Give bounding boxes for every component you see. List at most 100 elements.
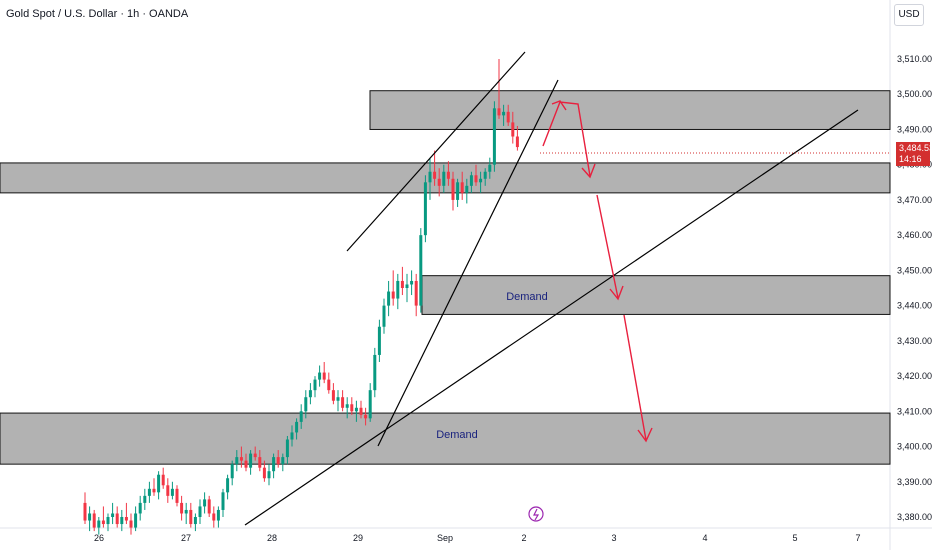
candle-body [101, 520, 105, 525]
x-tick-label: 7 [855, 533, 860, 543]
candle-body [147, 488, 151, 496]
candle-body [433, 171, 437, 179]
candle-body [166, 485, 170, 496]
projection-path [596, 194, 619, 299]
candle-body [189, 509, 193, 525]
y-tick-label: 3,490.000 [897, 124, 932, 134]
y-tick-label: 3,380.000 [897, 512, 932, 522]
x-tick-label: Sep [437, 533, 453, 543]
zone-label-demand: Demand [436, 429, 478, 441]
candle-body [198, 506, 202, 517]
candle-body [226, 478, 230, 493]
candle-body [474, 175, 478, 183]
candle-body [299, 411, 303, 422]
zone-rect [0, 412, 891, 465]
candle-body [488, 164, 492, 172]
candle-body [502, 111, 506, 116]
x-tick-label: 3 [611, 533, 616, 543]
candle-body [387, 291, 391, 306]
candle-body [88, 513, 92, 521]
candle-body [235, 457, 239, 465]
currency-button[interactable]: USD [894, 4, 924, 26]
candle-body [157, 474, 161, 493]
candle-body [345, 404, 349, 408]
candle-body [377, 326, 381, 355]
x-tick-label: 4 [702, 533, 707, 543]
candle-body [244, 460, 248, 468]
candle-body [124, 517, 128, 521]
candle-body [152, 488, 156, 493]
candle-body [414, 280, 418, 306]
candle-body [492, 108, 496, 165]
candle-body [285, 439, 289, 458]
arrowhead [637, 427, 653, 443]
candle-body [327, 379, 331, 391]
candle-body [368, 390, 372, 419]
candle-body [221, 492, 225, 510]
candle-body [304, 397, 308, 412]
candle-body [322, 372, 326, 380]
y-tick-label: 3,430.000 [897, 336, 932, 346]
symbol-title: Gold Spot / U.S. Dollar · 1h · OANDA [6, 8, 189, 20]
candle-body [272, 457, 276, 472]
candle-body [216, 509, 220, 521]
x-tick-label: 27 [181, 533, 191, 543]
candle-body [479, 178, 483, 183]
lightning-icon [533, 508, 540, 521]
candle-body [143, 495, 147, 503]
candle-body [258, 457, 262, 468]
candle-body [359, 407, 363, 415]
zone-rect [369, 90, 891, 130]
candle-body [203, 499, 207, 507]
candle-body [465, 185, 469, 193]
candle-body [364, 414, 368, 419]
candle-body [308, 390, 312, 398]
candle-body [405, 284, 409, 288]
candle-body [262, 467, 266, 479]
candle-body [515, 136, 519, 148]
candle-body [506, 111, 510, 123]
candle-body [350, 404, 354, 412]
x-tick-label: 28 [267, 533, 277, 543]
candle-body [290, 432, 294, 440]
candle-body [451, 178, 455, 200]
event-icon [528, 506, 544, 522]
zone-label-demand: Demand [506, 291, 548, 303]
candle-body [341, 397, 345, 408]
candle-body [170, 488, 174, 496]
candle-body [97, 520, 101, 528]
candle-body [373, 354, 377, 391]
candle-body [134, 513, 138, 528]
candle-body [249, 453, 253, 468]
candle-body [400, 280, 404, 288]
candle-body [230, 464, 234, 479]
zone-rect [421, 275, 891, 315]
y-tick-label: 3,450.000 [897, 265, 932, 275]
projection-path [623, 314, 647, 441]
candle-body [207, 499, 211, 514]
candle-body [437, 178, 441, 186]
candle-body [446, 171, 450, 179]
candle-body [129, 520, 133, 528]
candle-body [83, 502, 87, 521]
arrowhead [609, 285, 624, 301]
y-tick-label: 3,470.000 [897, 195, 932, 205]
y-tick-label: 3,440.000 [897, 301, 932, 311]
y-tick-label: 3,500.000 [897, 89, 932, 99]
candle-body [175, 488, 179, 503]
candle-body [410, 280, 414, 285]
y-tick-label: 3,510.000 [897, 54, 932, 64]
candle-body [212, 513, 216, 521]
channel-upper-line [346, 51, 526, 252]
candle-body [180, 502, 184, 514]
candle-body [120, 517, 124, 525]
bar-countdown: 14:16 [899, 154, 922, 164]
candle-body [253, 453, 257, 458]
candle-body [469, 175, 473, 186]
arrowhead [551, 100, 567, 111]
candle-body [483, 171, 487, 179]
candle-body [318, 372, 322, 380]
support-trendline [244, 109, 859, 526]
candle-body [511, 122, 515, 137]
